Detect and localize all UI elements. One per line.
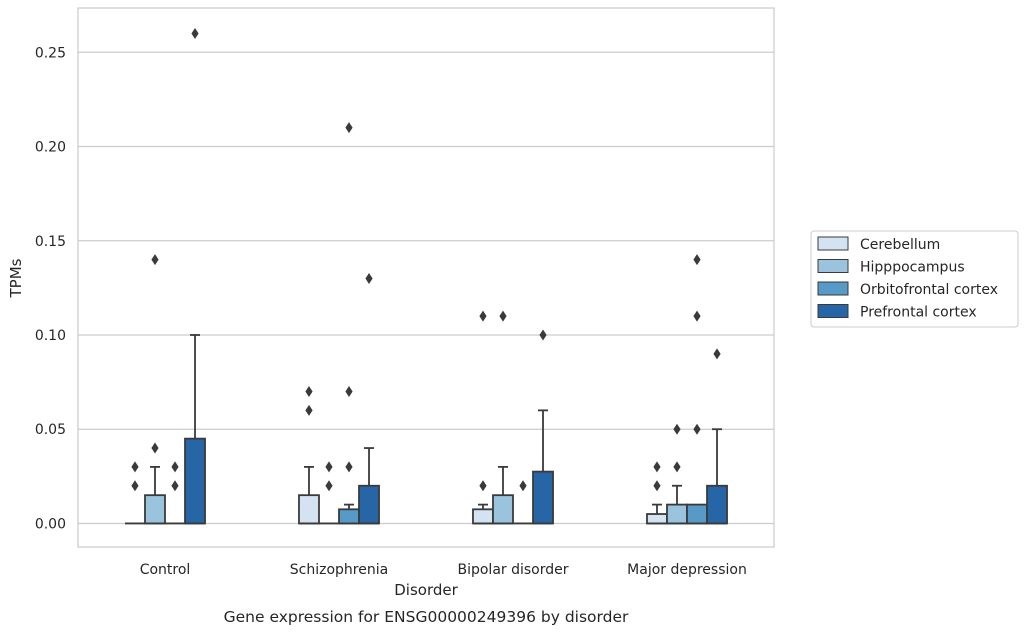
- outlier-point: [305, 404, 313, 416]
- x-tick-label: Bipolar disorder: [457, 562, 568, 578]
- outlier-point: [539, 329, 547, 341]
- legend-label: Hipppocampus: [860, 260, 965, 276]
- box-group: [184, 27, 206, 525]
- outlier-point: [713, 348, 721, 360]
- box-group: [298, 386, 320, 525]
- box-group: [686, 254, 708, 525]
- y-tick-label: 0.15: [35, 234, 66, 250]
- box-iqr: [666, 503, 688, 525]
- outlier-point: [693, 423, 701, 435]
- outlier-point: [345, 122, 353, 134]
- box-group: [666, 423, 688, 525]
- outlier-point: [673, 423, 681, 435]
- plot-area-frame: [77, 7, 775, 548]
- box-iqr: [298, 494, 320, 525]
- legend-frame: [810, 230, 1019, 328]
- legend-swatch: [817, 281, 849, 296]
- y-tick-label: 0.20: [35, 140, 66, 156]
- box-iqr: [472, 508, 494, 525]
- box-iqr: [338, 508, 360, 525]
- legend: Cerebellum Hipppocampus Orbitofrontal cort…: [810, 230, 1019, 328]
- outlier-point: [693, 254, 701, 266]
- outlier-point: [191, 27, 199, 39]
- y-axis-ticks: 0.00 0.05 0.10 0.15 0.20 0.25: [35, 45, 66, 532]
- box-iqr: [532, 470, 554, 525]
- plot-area-background: [78, 8, 774, 547]
- box-group: [144, 254, 166, 525]
- box-series: [124, 27, 728, 525]
- box-iqr: [646, 513, 668, 525]
- outlier-point: [365, 272, 373, 284]
- outlier-point: [325, 461, 333, 473]
- y-tick-label: 0.10: [35, 328, 66, 344]
- outlier-point: [131, 461, 139, 473]
- box-group: [513, 480, 534, 525]
- box-group: [492, 310, 514, 525]
- x-tick-label: Major depression: [627, 562, 747, 578]
- box-group: [646, 461, 668, 525]
- box-iqr: [492, 494, 514, 525]
- y-tick-label: 0.25: [35, 45, 66, 61]
- outlier-point: [653, 461, 661, 473]
- box-group: [318, 461, 339, 525]
- y-tick-label: 0.00: [35, 516, 66, 532]
- box-group: [358, 272, 380, 525]
- x-tick-label: Schizophrenia: [290, 562, 388, 578]
- outlier-point: [345, 461, 353, 473]
- box-iqr: [706, 484, 728, 525]
- outlier-point: [479, 310, 487, 322]
- outlier-point: [151, 442, 159, 454]
- outlier-point: [519, 480, 527, 492]
- box-iqr: [144, 494, 166, 525]
- outlier-point: [171, 461, 179, 473]
- box-group: [472, 310, 494, 525]
- legend-swatch: [817, 236, 849, 251]
- outlier-point: [131, 480, 139, 492]
- legend-swatch: [817, 304, 849, 318]
- box-group: [532, 329, 554, 525]
- x-tick-label: Control: [140, 562, 191, 578]
- outlier-point: [479, 480, 487, 492]
- legend-label: Orbitofrontal cortex: [860, 282, 998, 298]
- x-axis-label: Disorder: [394, 581, 458, 599]
- box-iqr: [358, 484, 380, 525]
- legend-label: Cerebellum: [860, 237, 940, 253]
- box-iqr: [686, 503, 708, 525]
- outlier-point: [345, 386, 353, 398]
- outlier-point: [325, 480, 333, 492]
- box-group: [165, 461, 186, 525]
- box-iqr: [184, 437, 206, 525]
- box-group: [706, 348, 728, 525]
- outlier-point: [171, 480, 179, 492]
- y-axis-label: TPMs: [7, 258, 25, 298]
- outlier-point: [653, 480, 661, 492]
- outlier-point: [693, 310, 701, 322]
- outlier-point: [499, 310, 507, 322]
- outlier-point: [673, 461, 681, 473]
- y-tick-label: 0.05: [35, 422, 66, 438]
- legend-label: Prefrontal cortex: [860, 305, 977, 321]
- x-axis-ticks: Control Schizophrenia Bipolar disorder Majo…: [140, 562, 747, 578]
- legend-swatch: [817, 259, 849, 273]
- box-group: [124, 461, 145, 525]
- outlier-point: [151, 254, 159, 266]
- chart-caption: Gene expression for ENSG00000249396 by d…: [224, 608, 629, 626]
- outlier-point: [305, 386, 313, 398]
